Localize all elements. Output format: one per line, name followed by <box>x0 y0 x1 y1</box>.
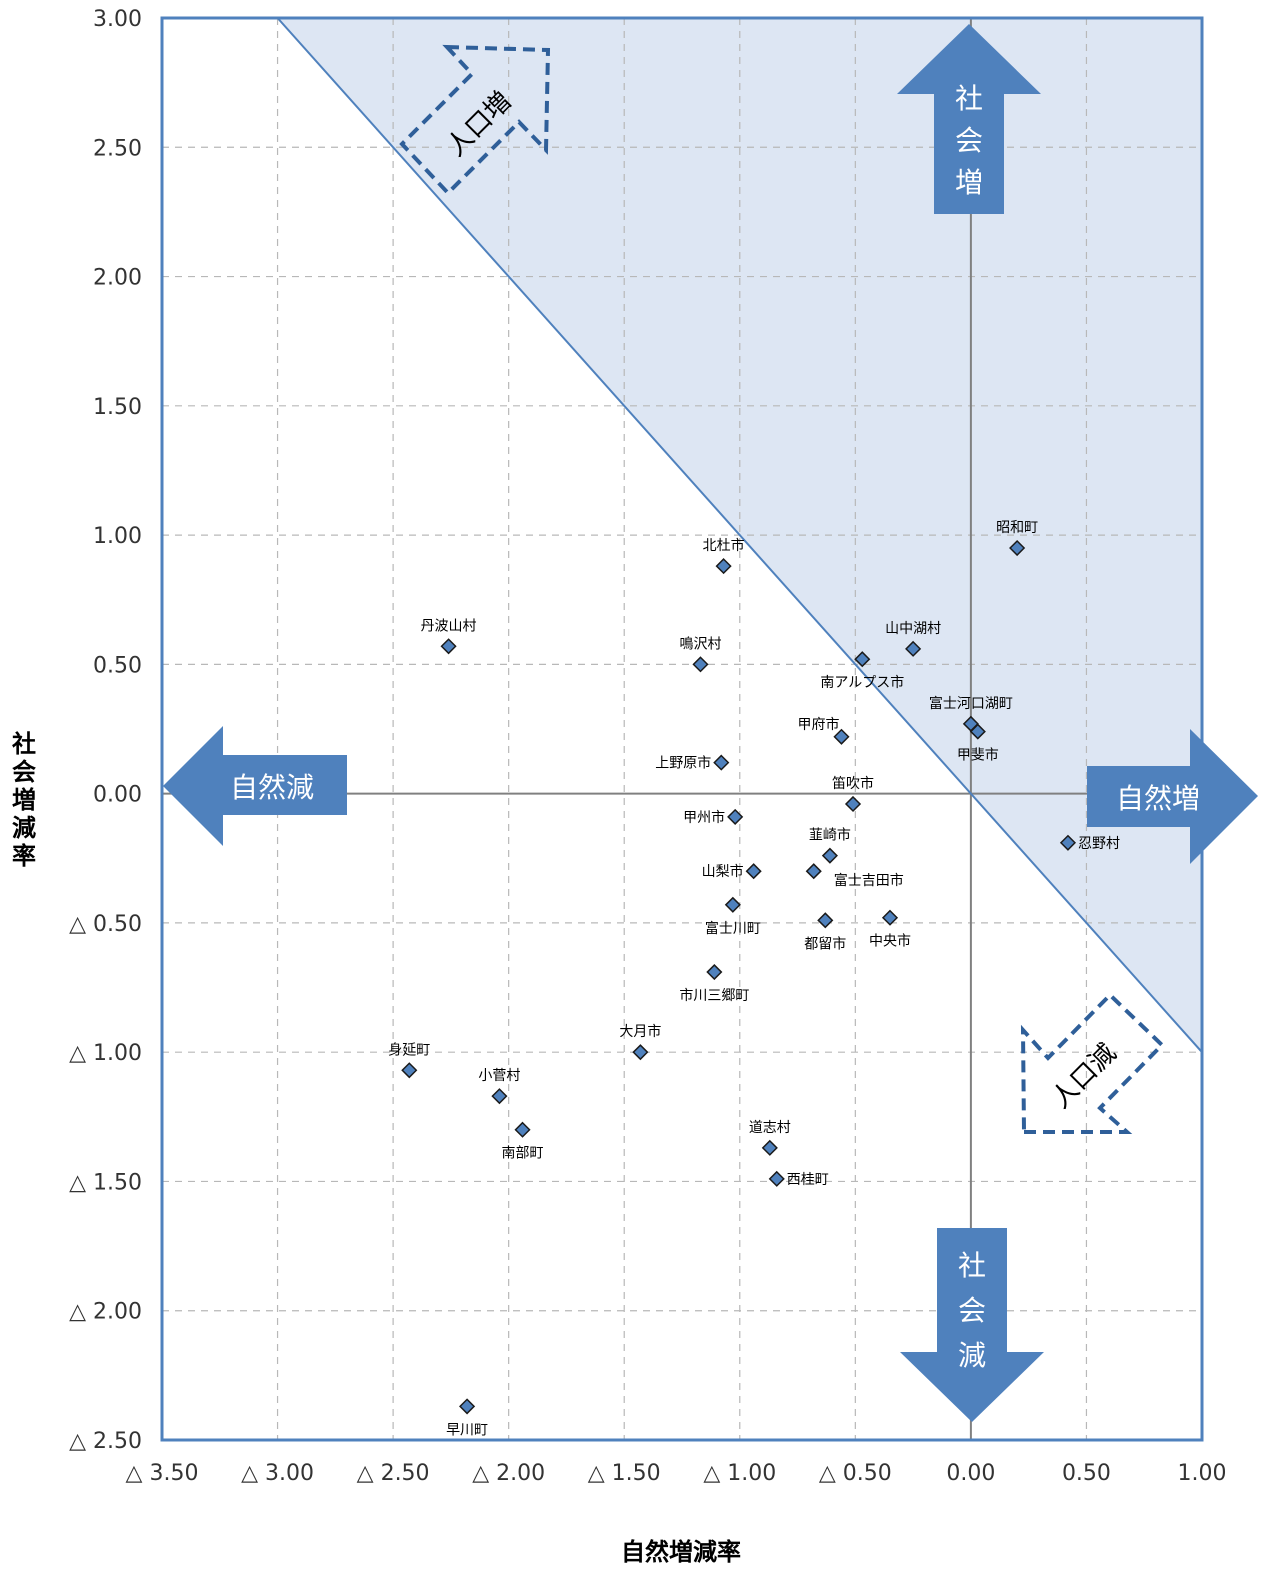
data-point-label: 山梨市 <box>702 863 744 880</box>
data-point-marker <box>881 909 899 926</box>
y-tick-label: 2.00 <box>93 266 142 291</box>
x-tick-label: △ 0.50 <box>819 1461 892 1486</box>
data-point-label: 南部町 <box>502 1146 544 1162</box>
data-point-marker <box>854 651 871 668</box>
data-point-label: 西桂町 <box>787 1172 829 1188</box>
data-point-label: 甲斐市 <box>957 747 999 764</box>
data-point-label: 甲府市 <box>797 716 839 733</box>
social-decrease-arrow <box>900 1228 1044 1422</box>
x-tick-label: △ 2.50 <box>357 1461 430 1486</box>
data-point-label: 山中湖村 <box>885 621 941 637</box>
data-point-label: 早川町 <box>446 1422 488 1438</box>
natural-decrease-arrow <box>163 726 347 846</box>
y-tick-label: △ 1.00 <box>69 1041 142 1066</box>
data-point-marker <box>632 1044 649 1061</box>
data-point-marker <box>821 847 838 864</box>
tick-labels: △ 3.50 △ 3.00 △ 2.50 △ 2.00 △ 1.50 △ 1.00 △ 0.… <box>69 7 1226 1486</box>
data-point-marker <box>761 1139 778 1156</box>
population-decrease-arrow <box>1020 992 1165 1134</box>
natural-increase-text: 自然増 <box>1116 782 1200 815</box>
data-point-marker <box>715 558 732 575</box>
natural-increase-arrow <box>1087 729 1258 864</box>
data-point-marker <box>706 963 723 981</box>
data-point-marker <box>905 640 922 657</box>
data-point-marker <box>459 1398 476 1415</box>
y-tick-label: 1.00 <box>93 524 142 549</box>
natural-decrease-text: 自然減 <box>230 771 314 804</box>
data-point-marker <box>817 912 834 929</box>
data-point-marker <box>514 1121 531 1138</box>
y-tick-label: 2.50 <box>93 136 142 161</box>
population-increase-arrow <box>399 44 551 196</box>
data-point-marker <box>1009 539 1026 557</box>
data-point-marker <box>491 1088 508 1105</box>
data-point-marker <box>1059 834 1077 851</box>
data-point-marker <box>745 863 762 880</box>
social-increase-text: 社 <box>955 82 983 115</box>
data-point-label: 昭和町 <box>996 520 1038 536</box>
y-tick-label: 0.00 <box>93 783 142 808</box>
x-tick-label: △ 3.00 <box>241 1461 314 1486</box>
y-tick-label: △ 1.50 <box>69 1170 142 1195</box>
data-point-label: 都留市 <box>804 935 846 952</box>
y-tick-label: 3.00 <box>93 7 142 32</box>
data-point-label: 身延町 <box>388 1042 430 1058</box>
data-point-label: 小菅村 <box>478 1068 520 1084</box>
plot-frame <box>160 16 1204 1442</box>
data-point-label: 上野原市 <box>655 755 711 772</box>
social-increase-arrow <box>897 24 1041 214</box>
population-balance-line <box>276 18 1202 1053</box>
social-increase-text: 会 <box>955 124 983 157</box>
data-point-marker <box>844 795 862 813</box>
data-point-label: 中央市 <box>869 933 911 950</box>
data-point-marker <box>692 656 709 673</box>
x-tick-label: 0.50 <box>1062 1461 1111 1486</box>
social-decrease-text: 減 <box>958 1339 986 1372</box>
x-tick-label: △ 1.00 <box>703 1461 776 1486</box>
grid <box>162 18 1202 1440</box>
x-axis-label: 自然増減率 <box>621 1538 741 1566</box>
data-point-label: 丹波山村 <box>421 618 477 634</box>
data-point-label: 大月市 <box>619 1023 661 1040</box>
data-point-marker <box>713 754 730 771</box>
population-decrease-text: 人口減 <box>1046 1038 1122 1114</box>
data-point-label: 富士川町 <box>705 920 761 937</box>
data-point-marker <box>969 723 986 740</box>
data-point-marker <box>833 728 850 745</box>
x-tick-label: 0.00 <box>946 1461 995 1486</box>
y-tick-label: △ 0.50 <box>69 912 142 937</box>
data-point-label: 甲州市 <box>683 809 725 826</box>
y-tick-label: 0.50 <box>93 653 142 678</box>
data-point-label: 市川三郷町 <box>679 987 749 1004</box>
data-point-marker <box>805 863 822 880</box>
y-tick-label: 1.50 <box>93 395 142 420</box>
data-point-label: 南アルプス市 <box>820 674 904 691</box>
data-point-marker <box>724 896 741 913</box>
data-point-label: 道志村 <box>749 1120 791 1136</box>
data-point-label: 北杜市 <box>703 537 745 554</box>
diagonal-line <box>276 18 1202 1053</box>
data-point-marker <box>768 1170 785 1187</box>
data-point-label: 鳴沢村 <box>679 636 721 652</box>
social-decrease-text: 社 <box>958 1249 986 1282</box>
data-point-label: 富士吉田市 <box>834 872 904 889</box>
data-point-marker <box>440 638 457 655</box>
y-tick-label: △ 2.00 <box>69 1300 142 1325</box>
y-axis-label: 社会増減率 <box>12 730 36 870</box>
data-point-label: 笛吹市 <box>832 775 874 792</box>
social-decrease-text: 会 <box>958 1294 986 1327</box>
data-point-marker <box>401 1062 418 1079</box>
x-tick-label: 1.00 <box>1178 1461 1227 1486</box>
data-point-marker <box>727 808 744 825</box>
data-point-label: 富士河口湖町 <box>929 695 1013 712</box>
x-tick-label: △ 2.00 <box>472 1461 545 1486</box>
data-point-label: 韮崎市 <box>809 827 851 844</box>
social-increase-text: 増 <box>955 166 983 199</box>
x-tick-label: △ 3.50 <box>126 1461 199 1486</box>
x-tick-label: △ 1.50 <box>588 1461 661 1486</box>
data-point-label: 忍野村 <box>1078 836 1120 852</box>
y-tick-label: △ 2.50 <box>69 1429 142 1454</box>
